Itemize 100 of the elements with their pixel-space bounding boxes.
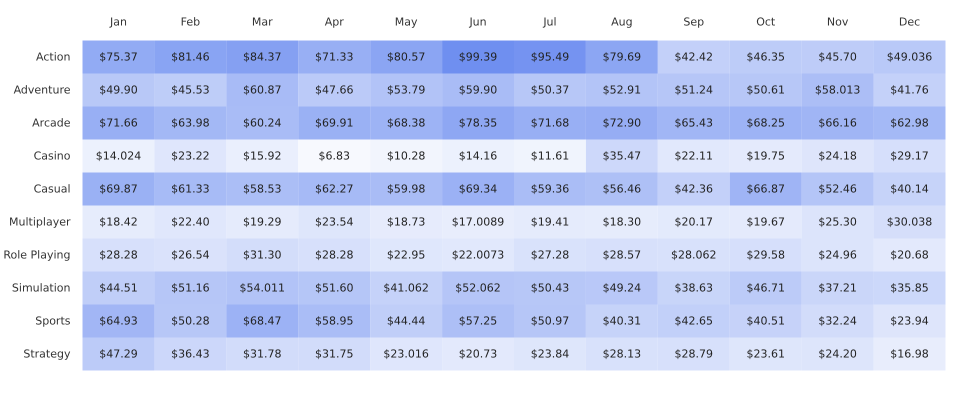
data-label: $11.61 — [530, 150, 570, 162]
data-label: $54.011 — [240, 282, 286, 294]
data-label: $22.95 — [386, 248, 426, 262]
data-label: $14.16 — [458, 150, 498, 162]
data-label: $26.54 — [171, 248, 210, 262]
data-label: $18.42 — [99, 216, 138, 228]
y-tick-label: Action — [36, 50, 71, 64]
y-tick-label: Strategy — [23, 348, 71, 360]
y-tick-label: Adventure — [14, 84, 71, 96]
data-label: $71.66 — [99, 116, 138, 130]
data-label: $46.35 — [746, 50, 785, 64]
data-label: $25.30 — [818, 216, 857, 228]
data-label: $56.46 — [602, 182, 642, 196]
data-label: $68.25 — [746, 116, 785, 130]
data-label: $79.69 — [602, 50, 642, 64]
data-label: $61.33 — [171, 182, 210, 196]
data-label: $57.25 — [458, 314, 498, 328]
data-label: $19.75 — [746, 150, 785, 162]
data-label: $28.062 — [671, 248, 717, 262]
data-label: $58.95 — [314, 314, 354, 328]
data-label: $59.90 — [458, 84, 498, 96]
data-label: $28.28 — [314, 248, 354, 262]
x-tick-label: Jan — [108, 16, 127, 28]
data-label: $99.39 — [458, 50, 498, 64]
data-label: $45.53 — [171, 84, 210, 96]
data-label: $31.78 — [243, 348, 282, 360]
x-tick-label: Apr — [324, 16, 344, 28]
data-label: $28.13 — [602, 348, 642, 360]
data-label: $10.28 — [386, 150, 426, 162]
data-label: $30.038 — [886, 216, 932, 228]
data-label: $20.17 — [674, 216, 714, 228]
data-label: $49.24 — [602, 282, 642, 294]
x-tick-label: Oct — [756, 16, 776, 28]
y-tick-label: Casino — [34, 150, 71, 162]
data-label: $53.79 — [386, 84, 426, 96]
data-label: $62.98 — [890, 116, 929, 130]
data-label: $80.57 — [386, 50, 426, 64]
data-label: $32.24 — [818, 314, 857, 328]
data-label: $50.37 — [530, 84, 570, 96]
data-label: $50.97 — [530, 314, 570, 328]
data-label: $50.28 — [171, 314, 210, 328]
data-label: $19.29 — [243, 216, 282, 228]
data-label: $28.79 — [674, 348, 714, 360]
data-label: $19.67 — [746, 216, 785, 228]
data-label: $59.36 — [530, 182, 570, 196]
data-label: $22.40 — [171, 216, 210, 228]
data-label: $16.98 — [890, 348, 929, 360]
y-tick-label: Sports — [35, 314, 71, 328]
data-label: $47.29 — [99, 348, 138, 360]
data-label: $38.63 — [674, 282, 714, 294]
data-label: $52.062 — [455, 282, 501, 294]
y-tick-label: Role Playing — [3, 248, 71, 262]
x-tick-label: Nov — [826, 16, 849, 28]
data-label: $60.87 — [243, 84, 282, 96]
x-tick-label: Dec — [898, 16, 920, 28]
y-tick-label: Simulation — [12, 282, 71, 294]
data-label: $69.34 — [458, 182, 498, 196]
data-label: $42.36 — [674, 182, 714, 196]
y-tick-label: Arcade — [32, 116, 71, 130]
data-label: $29.17 — [890, 150, 929, 162]
data-label: $31.30 — [243, 248, 282, 262]
x-tick-label: Mar — [252, 16, 274, 28]
data-label: $14.024 — [96, 150, 142, 162]
data-label: $42.65 — [674, 314, 714, 328]
data-label: $23.22 — [171, 150, 210, 162]
data-label: $65.43 — [674, 116, 714, 130]
data-label: $95.49 — [530, 50, 570, 64]
data-label: $40.14 — [890, 182, 929, 196]
data-label: $24.96 — [818, 248, 857, 262]
data-label: $20.73 — [458, 348, 498, 360]
data-label: $24.20 — [818, 348, 857, 360]
data-label: $64.93 — [99, 314, 138, 328]
data-label: $72.90 — [602, 116, 642, 130]
data-label: $50.61 — [746, 84, 785, 96]
x-tick-label: Jul — [542, 16, 557, 28]
data-label: $69.87 — [99, 182, 138, 196]
data-label: $23.61 — [746, 348, 785, 360]
data-label: $47.66 — [314, 84, 354, 96]
data-label: $75.37 — [99, 50, 138, 64]
y-tick-label: Multiplayer — [9, 216, 71, 228]
data-label: $40.31 — [602, 314, 642, 328]
data-label: $28.28 — [99, 248, 138, 262]
data-label: $22.0073 — [452, 248, 504, 262]
data-label: $19.41 — [530, 216, 570, 228]
data-label: $15.92 — [243, 150, 282, 162]
data-label: $68.47 — [243, 314, 282, 328]
x-tick-label: Feb — [180, 16, 200, 28]
data-label: $35.47 — [602, 150, 642, 162]
x-tick-label: May — [394, 16, 418, 28]
data-label: $71.68 — [530, 116, 570, 130]
data-label: $78.35 — [458, 116, 498, 130]
x-tick-label: Aug — [611, 16, 633, 28]
data-label: $49.036 — [886, 50, 932, 64]
data-label: $29.58 — [746, 248, 785, 262]
data-label: $31.75 — [314, 348, 354, 360]
data-label: $23.54 — [314, 216, 354, 228]
data-label: $44.51 — [99, 282, 138, 294]
data-label: $62.27 — [314, 182, 354, 196]
data-label: $37.21 — [818, 282, 857, 294]
data-label: $51.16 — [171, 282, 210, 294]
